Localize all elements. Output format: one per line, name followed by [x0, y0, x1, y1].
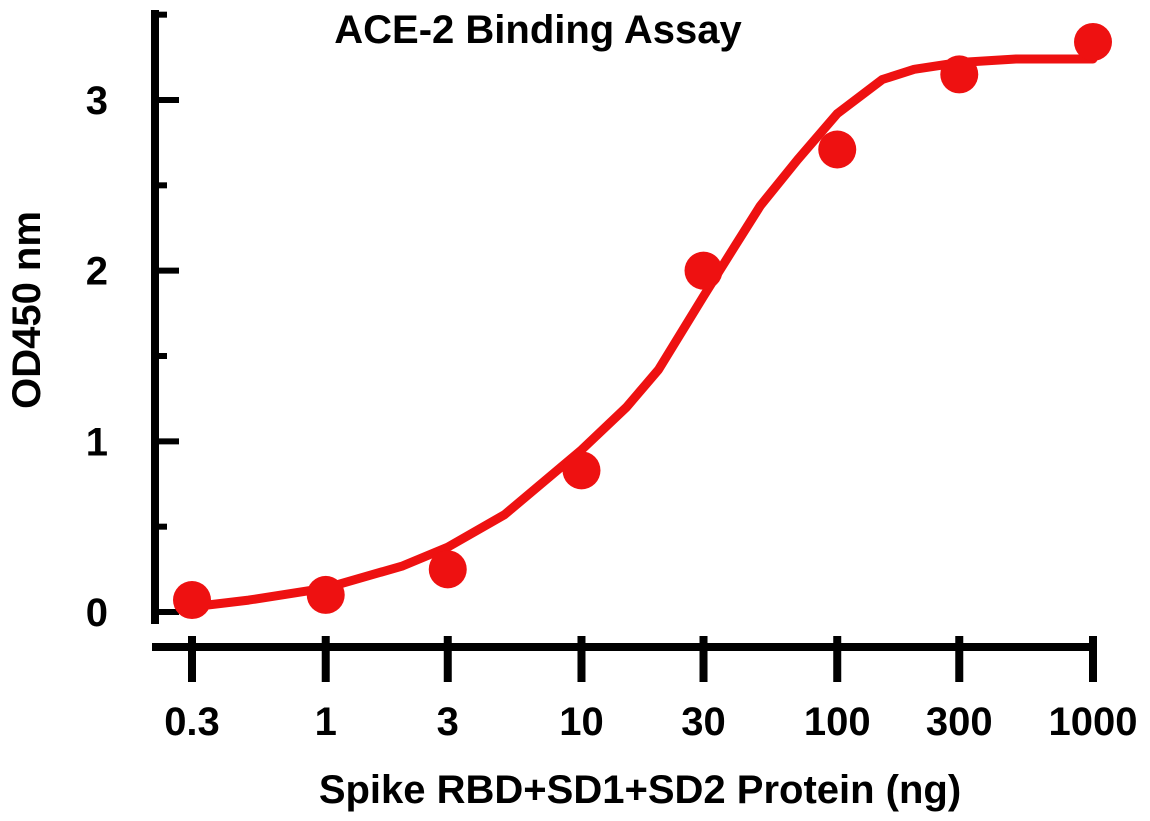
data-point [684, 251, 723, 290]
data-point [428, 550, 467, 589]
data-point [306, 575, 345, 614]
x-tick-label: 10 [559, 700, 604, 744]
y-axis: 0 1 2 3 [86, 10, 179, 635]
x-tick-label: 0.3 [164, 700, 220, 744]
x-axis: 0.3 1 3 10 30 100 300 1000 [152, 636, 1137, 744]
x-tick-label: 30 [681, 700, 726, 744]
x-axis-label: Spike RBD+SD1+SD2 Protein (ng) [319, 768, 961, 812]
fit-curve-line [187, 54, 1098, 612]
chart-title: ACE-2 Binding Assay [334, 8, 742, 52]
y-tick-label: 3 [86, 79, 108, 123]
x-tick-label: 3 [437, 700, 459, 744]
data-point [818, 130, 857, 169]
x-tick-label: 1000 [1049, 700, 1138, 744]
x-tick-label: 1 [315, 700, 337, 744]
y-tick-label: 2 [86, 250, 108, 294]
plot-area [173, 22, 1112, 620]
y-axis-label: OD450 nm [5, 211, 49, 409]
y-tick-label: 1 [86, 420, 108, 464]
data-point [1074, 22, 1112, 61]
x-tick-label: 300 [926, 700, 993, 744]
data-point [562, 451, 601, 490]
data-point [940, 55, 979, 94]
y-tick-label: 0 [86, 591, 108, 635]
x-tick-label: 100 [804, 700, 871, 744]
data-point [173, 581, 211, 620]
